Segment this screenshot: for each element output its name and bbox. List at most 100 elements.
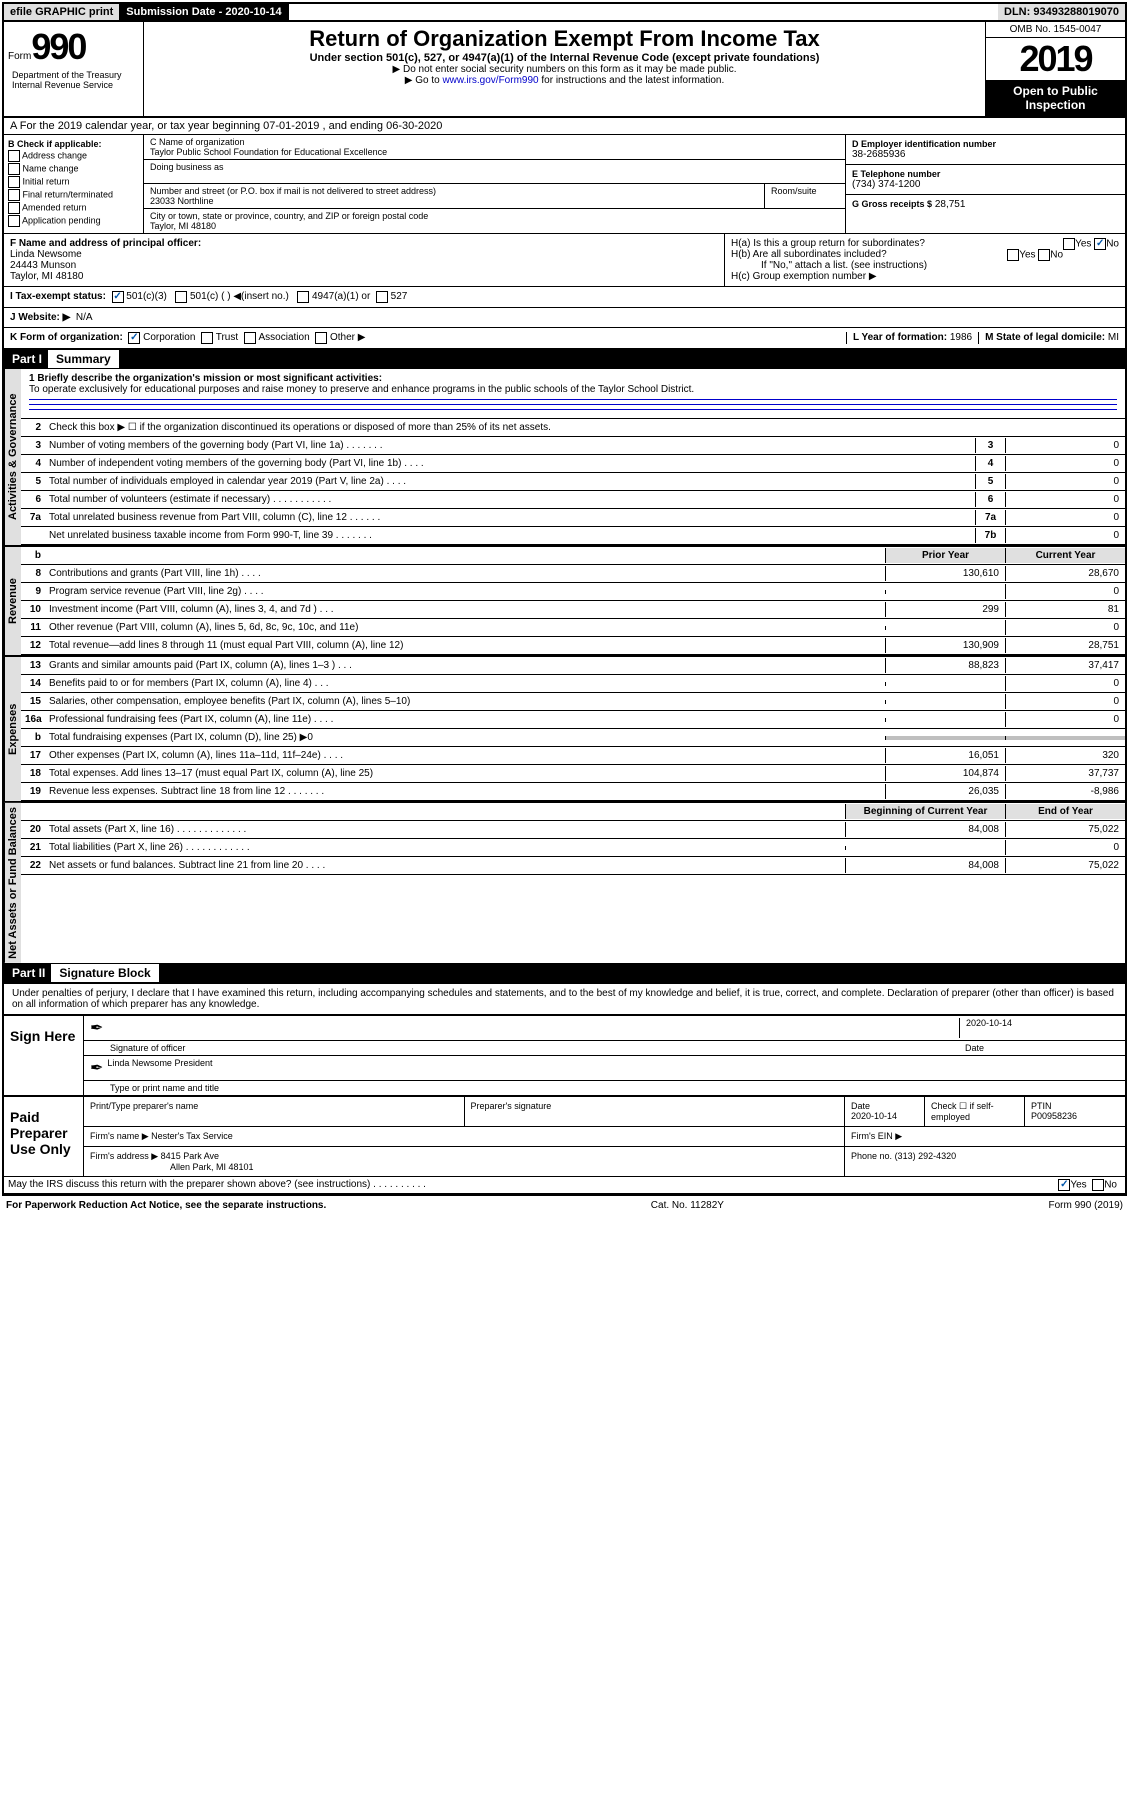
mission-text: To operate exclusively for educational p… [29, 384, 1117, 395]
chk-527[interactable] [376, 291, 388, 303]
org-name: Taylor Public School Foundation for Educ… [150, 147, 839, 157]
form-number-box: Form990 Department of the Treasury Inter… [4, 22, 144, 116]
chk-address-change[interactable]: Address change [8, 150, 139, 162]
ein-value: 38-2685936 [852, 149, 1119, 160]
officer-city: Taylor, MI 48180 [10, 271, 718, 282]
mission-box: 1 Briefly describe the organization's mi… [21, 369, 1125, 419]
section-b-to-g: B Check if applicable: Address change Na… [4, 135, 1125, 234]
pen-icon-2: ✒ [90, 1058, 103, 1078]
type-name-label: Type or print name and title [90, 1083, 219, 1093]
chk-corporation[interactable] [128, 332, 140, 344]
chk-discuss-no[interactable] [1092, 1179, 1104, 1191]
form-title: Return of Organization Exempt From Incom… [148, 26, 981, 52]
prep-name-label: Print/Type preparer's name [84, 1097, 465, 1126]
officer-addr: 24443 Munson [10, 260, 718, 271]
chk-501c3[interactable] [112, 291, 124, 303]
city-value: Taylor, MI 48180 [150, 221, 839, 231]
vert-governance: Activities & Governance [4, 369, 21, 545]
line-22: 22Net assets or fund balances. Subtract … [21, 857, 1125, 875]
line-13: 13Grants and similar amounts paid (Part … [21, 657, 1125, 675]
header-right-box: OMB No. 1545-0047 2019 Open to Public In… [985, 22, 1125, 116]
phone-label: E Telephone number [852, 169, 1119, 179]
line-21: 21Total liabilities (Part X, line 26) . … [21, 839, 1125, 857]
chk-name-change[interactable]: Name change [8, 163, 139, 175]
omb-number: OMB No. 1545-0047 [986, 22, 1125, 38]
row-net-hdr: Beginning of Current Year End of Year [21, 803, 1125, 821]
line-12: 12Total revenue—add lines 8 through 11 (… [21, 637, 1125, 655]
chk-other[interactable] [315, 332, 327, 344]
form-footer: Form 990 (2019) [1049, 1200, 1123, 1211]
form-note-2: ▶ Go to www.irs.gov/Form990 for instruct… [148, 75, 981, 86]
header-row: Form990 Department of the Treasury Inter… [4, 22, 1125, 118]
dept-label: Department of the Treasury Internal Reve… [8, 68, 148, 92]
line-7b: Net unrelated business taxable income fr… [21, 527, 1125, 545]
line-b: bTotal fundraising expenses (Part IX, co… [21, 729, 1125, 747]
part-1-header: Part ISummary [4, 349, 1125, 369]
line-6: 6Total number of volunteers (estimate if… [21, 491, 1125, 509]
line-7a: 7aTotal unrelated business revenue from … [21, 509, 1125, 527]
chk-4947[interactable] [297, 291, 309, 303]
chk-application-pending[interactable]: Application pending [8, 215, 139, 227]
chk-trust[interactable] [201, 332, 213, 344]
room-suite-label: Room/suite [765, 184, 845, 208]
part-2-header: Part IISignature Block [4, 963, 1125, 983]
pen-icon: ✒ [90, 1018, 103, 1038]
efile-label[interactable]: efile GRAPHIC print [4, 4, 120, 20]
firm-phone: (313) 292-4320 [895, 1151, 957, 1161]
dln-label: DLN: 93493288019070 [998, 4, 1125, 20]
section-c: C Name of organization Taylor Public Sch… [144, 135, 845, 233]
chk-discuss-yes[interactable] [1058, 1179, 1070, 1191]
phone-value: (734) 374-1200 [852, 179, 1119, 190]
line-17: 17Other expenses (Part IX, column (A), l… [21, 747, 1125, 765]
submission-date-label: Submission Date - 2020-10-14 [120, 4, 288, 20]
ein-label: D Employer identification number [852, 139, 1119, 149]
chk-amended-return[interactable]: Amended return [8, 202, 139, 214]
end-year-hdr: End of Year [1005, 804, 1125, 819]
self-employed-chk[interactable]: Check ☐ if self-employed [925, 1097, 1025, 1126]
line-16a: 16aProfessional fundraising fees (Part I… [21, 711, 1125, 729]
governance-section: Activities & Governance 1 Briefly descri… [4, 369, 1125, 545]
section-deg: D Employer identification number 38-2685… [845, 135, 1125, 233]
header-title-box: Return of Organization Exempt From Incom… [144, 22, 985, 116]
line-10: 10Investment income (Part VIII, column (… [21, 601, 1125, 619]
expenses-section: Expenses 13Grants and similar amounts pa… [4, 655, 1125, 801]
sign-date-label: Date [959, 1043, 1119, 1053]
chk-initial-return[interactable]: Initial return [8, 176, 139, 188]
section-h: H(a) Is this a group return for subordin… [725, 234, 1125, 286]
form-container: efile GRAPHIC print Submission Date - 20… [2, 2, 1127, 1196]
signer-name: Linda Newsome President [107, 1058, 212, 1078]
vert-expenses: Expenses [4, 657, 21, 801]
open-public-label: Open to Public Inspection [986, 80, 1125, 116]
chk-501c-other[interactable] [175, 291, 187, 303]
firm-ein-label: Firm's EIN ▶ [845, 1127, 1125, 1146]
paid-preparer-label: Paid Preparer Use Only [4, 1097, 84, 1176]
line-20: 20Total assets (Part X, line 16) . . . .… [21, 821, 1125, 839]
section-f: F Name and address of principal officer:… [4, 234, 725, 286]
section-i: I Tax-exempt status: 501(c)(3) 501(c) ( … [4, 287, 1125, 308]
section-b: B Check if applicable: Address change Na… [4, 135, 144, 233]
paperwork-notice: For Paperwork Reduction Act Notice, see … [6, 1200, 326, 1211]
org-name-label: C Name of organization [150, 137, 839, 147]
irs-link[interactable]: www.irs.gov/Form990 [442, 75, 538, 86]
line-19: 19Revenue less expenses. Subtract line 1… [21, 783, 1125, 801]
line-8: 8Contributions and grants (Part VIII, li… [21, 565, 1125, 583]
vert-revenue: Revenue [4, 547, 21, 655]
prep-sig-label: Preparer's signature [465, 1097, 846, 1126]
line-15: 15Salaries, other compensation, employee… [21, 693, 1125, 711]
line-5: 5Total number of individuals employed in… [21, 473, 1125, 491]
firm-name: Nester's Tax Service [151, 1131, 233, 1141]
addr-label: Number and street (or P.O. box if mail i… [150, 186, 758, 196]
firm-addr: 8415 Park Ave [161, 1151, 219, 1161]
vert-net-assets: Net Assets or Fund Balances [4, 803, 21, 963]
form-note-1: ▶ Do not enter social security numbers o… [148, 64, 981, 75]
line-14: 14Benefits paid to or for members (Part … [21, 675, 1125, 693]
chk-final-return[interactable]: Final return/terminated [8, 189, 139, 201]
section-a: A For the 2019 calendar year, or tax yea… [4, 118, 1125, 135]
line-2: 2Check this box ▶ ☐ if the organization … [21, 419, 1125, 437]
net-assets-section: Net Assets or Fund Balances Beginning of… [4, 801, 1125, 963]
sign-here-block: Sign Here ✒ 2020-10-14 Signature of offi… [4, 1014, 1125, 1095]
chk-association[interactable] [244, 332, 256, 344]
sign-date: 2020-10-14 [959, 1018, 1119, 1038]
row-b-hdr: b Prior Year Current Year [21, 547, 1125, 565]
line-4: 4Number of independent voting members of… [21, 455, 1125, 473]
